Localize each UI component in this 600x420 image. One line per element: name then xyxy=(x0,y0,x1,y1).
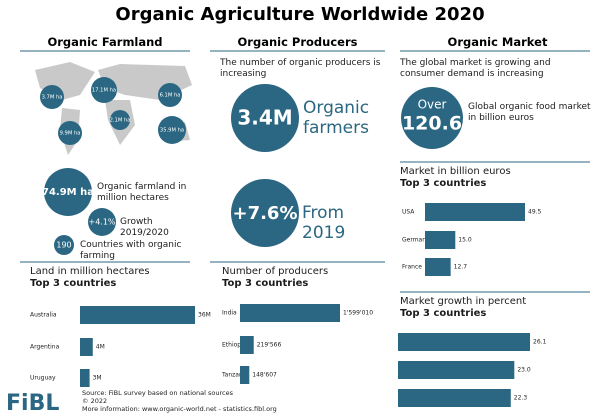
market-over: Over xyxy=(418,98,447,112)
market-size: 120.6 xyxy=(402,113,462,135)
bar xyxy=(425,231,456,249)
value-label: 1'599'010 xyxy=(343,310,373,317)
category-label: Australia xyxy=(30,312,57,319)
region-labels: 3.7M ha 17.1M ha 6.1M ha 9.9M ha 2.1M ha 35.9… xyxy=(42,88,185,137)
category-label: Argentina xyxy=(30,344,60,351)
footer-copyright: © 2022 xyxy=(82,397,108,405)
chart-title: Market in billion euros xyxy=(400,166,511,177)
chart-title: Number of producers xyxy=(222,266,329,277)
category-label: India xyxy=(222,310,237,317)
bar xyxy=(240,304,340,322)
value-label: 12.7 xyxy=(454,264,468,271)
bubbles xyxy=(40,77,463,255)
dividers xyxy=(20,50,590,293)
category-label: USA xyxy=(402,209,415,216)
value-label: 148'607 xyxy=(252,372,277,379)
value-label: 26.1 xyxy=(533,339,547,346)
region-label: 35.9M ha xyxy=(160,128,184,134)
value-label: 49.5 xyxy=(528,209,542,216)
column-header: Organic Producers xyxy=(237,35,358,49)
growth-bubble: +7.6% xyxy=(232,203,297,224)
region-label: 6.1M ha xyxy=(160,93,181,99)
intro: The number of organic producers is incre… xyxy=(220,58,381,79)
bar xyxy=(425,258,451,276)
growth-bubble: +4.1% xyxy=(88,218,115,227)
bar xyxy=(398,389,511,407)
total-text: Organic farmland in million hectares xyxy=(97,182,187,203)
growth-text: Growth 2019/2020 xyxy=(120,217,169,238)
chart-subtitle: Top 3 countries xyxy=(222,278,309,289)
category-label: Tanzania xyxy=(221,372,248,379)
region-label: 2.1M ha xyxy=(110,118,131,124)
column-header: Organic Market xyxy=(447,35,548,49)
region-label: 3.7M ha xyxy=(42,95,63,101)
title: Organic Agriculture Worldwide 2020 xyxy=(115,4,485,25)
category-label: France xyxy=(402,264,422,271)
chart-subtitle: Top 3 countries xyxy=(400,178,487,189)
logo: FiBL xyxy=(6,391,59,416)
chart-subtitle: Top 3 countries xyxy=(400,308,487,319)
count-text: Organic farmers xyxy=(303,98,370,138)
column-header: Organic Farmland xyxy=(47,35,163,49)
chart-title: Land in million hectares xyxy=(30,266,150,277)
bar xyxy=(398,361,515,379)
category-label: Ethiopia xyxy=(222,342,247,349)
countries-text: Countries with organic farming xyxy=(80,240,182,261)
total-bubble: 74.9M ha xyxy=(42,187,94,198)
category-label: Germany xyxy=(402,237,430,244)
footer-info: More information: www.organic-world.net … xyxy=(82,405,277,413)
bar xyxy=(80,338,93,356)
region-label: 17.1M ha xyxy=(92,88,116,94)
intro: The global market is growing and consume… xyxy=(400,58,551,79)
bar xyxy=(80,369,90,387)
category-label: Uruguay xyxy=(30,375,56,382)
bar xyxy=(425,203,525,221)
chart-subtitle: Top 3 countries xyxy=(30,278,117,289)
value-label: 4M xyxy=(96,344,105,351)
growth-text: From 2019 xyxy=(302,203,346,243)
region-label: 9.9M ha xyxy=(60,131,81,137)
bar xyxy=(398,333,530,351)
size-text: Global organic food market in billion eu… xyxy=(468,102,591,123)
bar xyxy=(80,306,195,324)
chart-title: Market growth in percent xyxy=(400,296,527,307)
value-label: 22.3 xyxy=(514,395,528,402)
value-label: 23.0 xyxy=(517,367,531,374)
value-label: 15.0 xyxy=(458,237,472,244)
footer-source: Source: FiBL survey based on national so… xyxy=(82,389,233,397)
value-label: 3M xyxy=(93,375,102,382)
bar xyxy=(240,336,254,354)
value-label: 219'566 xyxy=(257,342,282,349)
bar xyxy=(240,366,250,384)
countries-bubble: 190 xyxy=(56,241,71,250)
producers-bubble: 3.4M xyxy=(237,106,292,130)
value-label: 36M xyxy=(198,312,211,319)
